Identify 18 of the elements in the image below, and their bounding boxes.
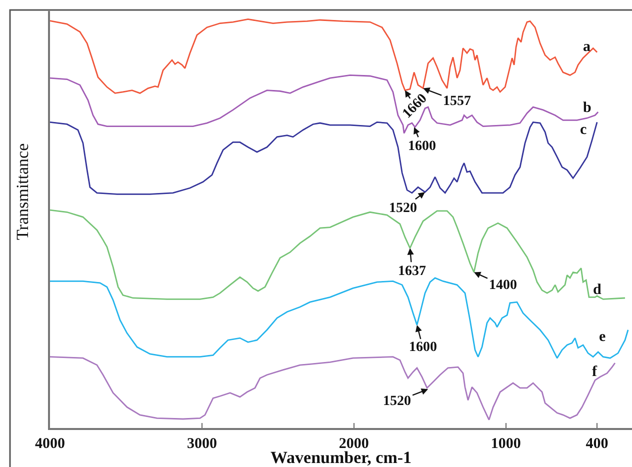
x-tick-label: 3000 <box>186 436 217 452</box>
annotation: 1600 <box>409 340 437 355</box>
annotation: 1520 <box>383 394 411 409</box>
series-label: a <box>583 39 591 55</box>
series-label: b <box>583 100 592 116</box>
x-tick-label: 400 <box>586 436 608 452</box>
annotation: 1600 <box>408 139 436 154</box>
series-label: e <box>599 329 606 345</box>
annotation: 1400 <box>489 278 517 293</box>
annotation: 1557 <box>443 94 471 109</box>
x-tick-label: 1000 <box>490 436 521 452</box>
series-label: f <box>592 364 598 380</box>
annotation: 1637 <box>398 264 426 279</box>
y-axis-title: Transmittance <box>13 143 32 240</box>
series-label: c <box>580 122 587 138</box>
x-tick-label: 4000 <box>35 436 65 452</box>
series-label: d <box>593 282 602 298</box>
annotation: 1520 <box>389 201 417 216</box>
